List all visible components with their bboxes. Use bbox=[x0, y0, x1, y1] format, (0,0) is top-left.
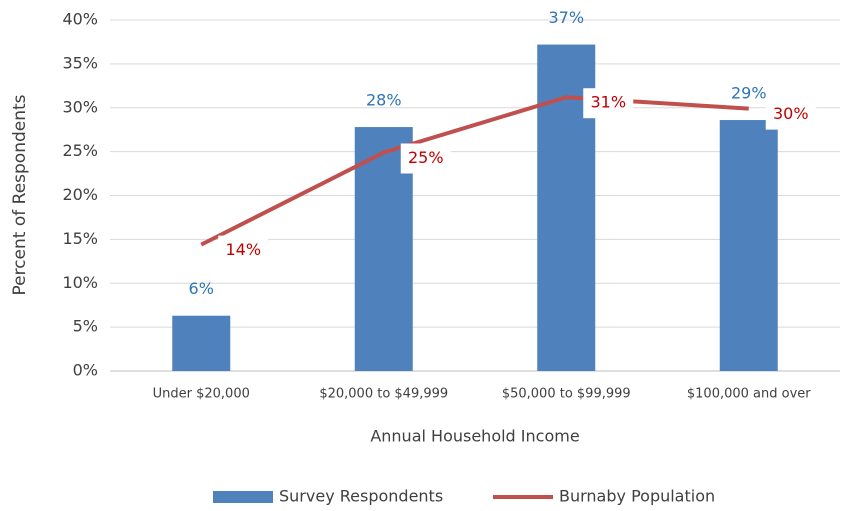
y-tick-label: 0% bbox=[73, 361, 98, 380]
line-value-label: 30% bbox=[773, 104, 809, 123]
line bbox=[200, 95, 749, 247]
label-background bbox=[583, 88, 634, 119]
x-tick-label: $100,000 and over bbox=[687, 387, 811, 402]
x-tick-label: $20,000 to $49,999 bbox=[319, 387, 448, 402]
y-tick-label: 20% bbox=[62, 185, 98, 204]
y-tick-label: 15% bbox=[62, 229, 98, 248]
x-axis-title: Annual Household Income bbox=[370, 427, 579, 446]
label-background bbox=[765, 99, 816, 130]
y-tick-label: 30% bbox=[62, 97, 98, 116]
y-tick-label: 35% bbox=[62, 53, 98, 72]
x-tick-label: Under $20,000 bbox=[153, 387, 250, 402]
label-background bbox=[400, 143, 451, 174]
y-tick-label: 5% bbox=[73, 317, 98, 336]
y-tick-label: 10% bbox=[62, 273, 98, 292]
label-background bbox=[218, 235, 269, 266]
x-tick-label: $50,000 to $99,999 bbox=[502, 387, 631, 402]
bar-value-label: 6% bbox=[189, 279, 214, 298]
y-tick-label: 40% bbox=[62, 10, 98, 29]
legend-swatch bbox=[213, 491, 273, 503]
line-value-label: 14% bbox=[225, 240, 261, 259]
bar-value-label: 28% bbox=[366, 91, 402, 110]
legend-label: Burnaby Population bbox=[559, 487, 715, 506]
legend-label: Survey Respondents bbox=[279, 487, 443, 506]
y-tick-label: 25% bbox=[62, 141, 98, 160]
line-value-label: 25% bbox=[408, 148, 444, 167]
y-axis-title: Percent of Respondents bbox=[10, 94, 30, 295]
bar bbox=[719, 120, 778, 371]
bar-value-label: 29% bbox=[731, 84, 767, 103]
bar-value-label: 37% bbox=[548, 8, 584, 27]
line-value-label: 31% bbox=[590, 93, 626, 112]
bar bbox=[172, 315, 231, 371]
